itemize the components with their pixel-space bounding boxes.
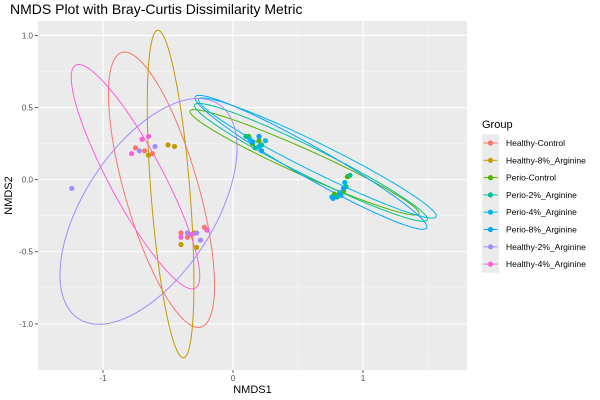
legend-label: Healthy-Control	[506, 138, 565, 148]
ellipse-Perio-4%_Arginine	[198, 97, 437, 219]
point-Healthy-Control	[142, 148, 148, 154]
point-Healthy-4%_Arginine	[145, 133, 152, 139]
legend-title: Group	[482, 119, 513, 131]
point-Perio-8%_Arginine	[338, 192, 344, 199]
panel-background	[38, 21, 467, 370]
point-Healthy-4%_Arginine	[188, 231, 194, 238]
point-Healthy-4%_Arginine	[139, 136, 145, 142]
legend-key-point	[487, 140, 494, 146]
point-Healthy-2%_Arginine	[152, 143, 158, 150]
point-Perio-4%_Arginine	[262, 138, 269, 144]
legend-key-point	[487, 209, 494, 215]
point-Perio-8%_Arginine	[259, 148, 265, 154]
x-axis-title: NMDS1	[233, 384, 272, 396]
ellipse-Perio-2%_Arginine	[193, 102, 429, 222]
point-Healthy-8%_Arginine	[178, 241, 184, 248]
point-Healthy-8%_Arginine	[165, 142, 171, 148]
point-Perio-8%_Arginine	[340, 185, 347, 191]
ellipse-Healthy-2%_Arginine	[59, 97, 238, 325]
x-tick-label: 1	[361, 374, 366, 383]
y-tick-label: 0.0	[22, 176, 34, 185]
point-Perio-4%_Arginine	[342, 179, 348, 186]
legend-label: Perio-2%_Arginine	[506, 190, 577, 200]
y-tick-label: 1.0	[22, 31, 34, 40]
legend-label: Healthy-8%_Arginine	[506, 155, 586, 165]
point-Healthy-Control	[132, 145, 139, 151]
point-Perio-4%_Arginine	[256, 143, 262, 150]
x-tick-label: -1	[99, 374, 107, 383]
chart-title: NMDS Plot with Bray-Curtis Dissimilarity…	[10, 1, 302, 17]
point-Perio-Control	[256, 138, 262, 144]
point-Perio-2%_Arginine	[243, 133, 249, 139]
point-Perio-8%_Arginine	[256, 133, 262, 139]
point-Healthy-8%_Arginine	[171, 143, 178, 150]
legend-key-point	[487, 261, 494, 267]
point-Healthy-8%_Arginine	[145, 152, 152, 158]
y-tick-label: 0.5	[22, 104, 34, 113]
ellipse-Perio-8%_Arginine	[194, 94, 428, 230]
legend-label: Perio-4%_Arginine	[506, 207, 577, 217]
legend-key-point	[487, 226, 494, 233]
legend-key-point	[487, 157, 494, 163]
point-Healthy-Control	[149, 151, 155, 157]
point-Perio-2%_Arginine	[334, 194, 340, 200]
legend-key-point	[487, 192, 494, 198]
point-Perio-2%_Arginine	[252, 145, 258, 151]
legend-key-point	[487, 244, 494, 250]
legend-label: Perio-Control	[506, 173, 556, 183]
legend-key-point	[487, 175, 494, 181]
point-Healthy-2%_Arginine	[194, 230, 200, 236]
point-Healthy-Control	[178, 230, 184, 236]
point-Healthy-8%_Arginine	[194, 244, 200, 251]
point-Healthy-2%_Arginine	[136, 148, 142, 154]
axes: -1 0 1 -1.0 -0.5 0.0 0.5 1.0	[19, 31, 366, 383]
legend-label: Perio-8%_Arginine	[506, 225, 577, 235]
data-layer	[59, 29, 437, 359]
ellipse-Healthy-8%_Arginine	[146, 29, 195, 359]
legend-label: Healthy-4%_Arginine	[506, 259, 586, 269]
point-Perio-8%_Arginine	[330, 195, 336, 201]
point-Perio-2%_Arginine	[347, 172, 353, 178]
point-Healthy-2%_Arginine	[197, 237, 204, 243]
point-Healthy-Control	[184, 234, 191, 240]
point-Healthy-4%_Arginine	[129, 151, 135, 157]
point-Healthy-4%_Arginine	[178, 234, 184, 240]
plot-panel	[38, 21, 467, 370]
ellipse-Healthy-Control	[107, 51, 216, 328]
point-Healthy-4%_Arginine	[204, 227, 210, 233]
legend-label: Healthy-2%_Arginine	[506, 242, 586, 252]
x-tick-label: 0	[231, 374, 236, 383]
point-Healthy-2%_Arginine	[69, 185, 75, 191]
y-axis-title: NMDS2	[3, 176, 15, 215]
point-Healthy-2%_Arginine	[184, 230, 191, 236]
y-tick-label: -0.5	[19, 248, 33, 257]
ellipse-Healthy-4%_Arginine	[70, 64, 201, 290]
y-tick-label: -1.0	[19, 320, 33, 329]
point-Perio-8%_Arginine	[249, 139, 256, 145]
legend: Group Healthy-Control Healthy-8%_Arginine…	[482, 119, 586, 273]
